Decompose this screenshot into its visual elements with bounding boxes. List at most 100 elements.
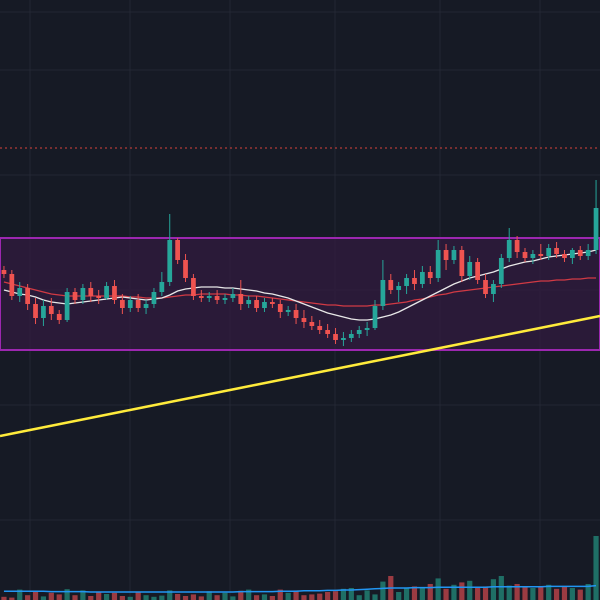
candle-body: [277, 304, 283, 312]
candle-body: [175, 240, 180, 260]
candle-body: [396, 286, 402, 290]
volume-bar: [135, 592, 141, 600]
range-box[interactable]: [0, 237, 600, 351]
volume-bar: [261, 594, 268, 600]
volume-bar: [32, 591, 39, 600]
volume-bar: [530, 588, 536, 600]
volume-bar: [127, 596, 133, 600]
candle-body: [214, 296, 220, 300]
candle-body: [191, 278, 196, 296]
candle-body: [372, 306, 378, 328]
volume-bar: [72, 595, 78, 600]
candles: [1, 180, 599, 346]
candle-body: [17, 288, 23, 296]
candle-body: [412, 278, 417, 284]
candle-body: [127, 300, 133, 308]
candle-body: [585, 250, 591, 256]
candle-body: [404, 278, 409, 286]
candle-body: [238, 294, 244, 304]
volume-bar: [206, 591, 212, 600]
volume-bar: [459, 582, 465, 600]
candle-body: [151, 292, 157, 304]
candle-body: [420, 272, 425, 284]
candle-body: [301, 318, 307, 322]
candle-body: [222, 298, 228, 300]
volume-bar: [190, 594, 197, 600]
volume-bar: [435, 578, 441, 600]
volume-bar: [317, 593, 323, 600]
volume-bar: [396, 592, 402, 600]
volume-bar: [230, 596, 236, 600]
candle-body: [183, 260, 188, 278]
candle-body: [562, 254, 567, 258]
candle-body: [546, 248, 552, 256]
volume-bar: [561, 586, 568, 600]
volume-bar: [143, 595, 149, 600]
candle-body: [112, 286, 117, 300]
volume-bar: [538, 586, 544, 600]
volume-bar: [309, 594, 315, 600]
volume-bar: [348, 588, 354, 600]
volume-bar: [403, 588, 410, 600]
candle-body: [364, 328, 370, 330]
volume-bar: [411, 586, 418, 600]
volume-bar: [490, 579, 497, 600]
volume-bar: [119, 596, 125, 600]
candle-body: [33, 304, 38, 318]
volume-bar: [159, 595, 165, 600]
volume-bar: [427, 584, 433, 600]
volume-bar: [246, 589, 252, 600]
volume-bar: [522, 587, 528, 600]
volume-bar: [238, 590, 244, 600]
volume-bar: [553, 588, 560, 600]
ma-mid-line: [3, 277, 597, 307]
volume-bar: [48, 592, 54, 600]
volume-bar: [372, 594, 378, 600]
candle-body: [262, 302, 267, 308]
volume-bar: [1, 596, 7, 600]
candle-body: [317, 326, 323, 330]
volume-bar: [325, 592, 331, 600]
candle-body: [198, 296, 204, 298]
volume-bar: [506, 585, 512, 600]
candle-body: [270, 302, 275, 304]
candle-body: [120, 300, 125, 308]
volume-bar: [80, 590, 86, 600]
volume-bar: [364, 590, 370, 600]
candle-body: [41, 306, 46, 318]
candle-body: [293, 310, 299, 318]
candle-body: [96, 296, 102, 298]
candle-body: [435, 250, 441, 278]
volume-bar: [277, 589, 283, 600]
candle-body: [25, 288, 30, 304]
volume-bar: [467, 580, 473, 600]
volume-bar: [111, 592, 118, 600]
volume-bar: [175, 594, 181, 600]
candle-body: [9, 274, 15, 296]
candle-body: [56, 314, 62, 320]
candle-body: [135, 300, 141, 308]
volume-bar: [25, 595, 31, 600]
candle-body: [356, 330, 362, 334]
candle-body: [506, 240, 512, 258]
candle-body: [285, 310, 291, 312]
candle-body: [467, 262, 473, 276]
volume-bar: [198, 596, 204, 600]
candle-body: [483, 280, 488, 294]
volume-ma-line: [3, 584, 597, 593]
volume-bar: [498, 576, 504, 600]
candle-body: [254, 300, 259, 308]
volume-bar: [332, 591, 339, 600]
volume-bar: [285, 592, 291, 600]
candle-body: [570, 250, 575, 258]
candle-body: [64, 292, 70, 320]
candle-body: [167, 240, 173, 282]
volume-bar: [167, 590, 173, 600]
volume-bar: [56, 594, 62, 600]
candle-body: [206, 296, 212, 298]
volume-bar: [585, 584, 591, 600]
candle-body: [88, 288, 94, 296]
candle-body: [522, 252, 528, 258]
volume-bar: [593, 536, 599, 600]
